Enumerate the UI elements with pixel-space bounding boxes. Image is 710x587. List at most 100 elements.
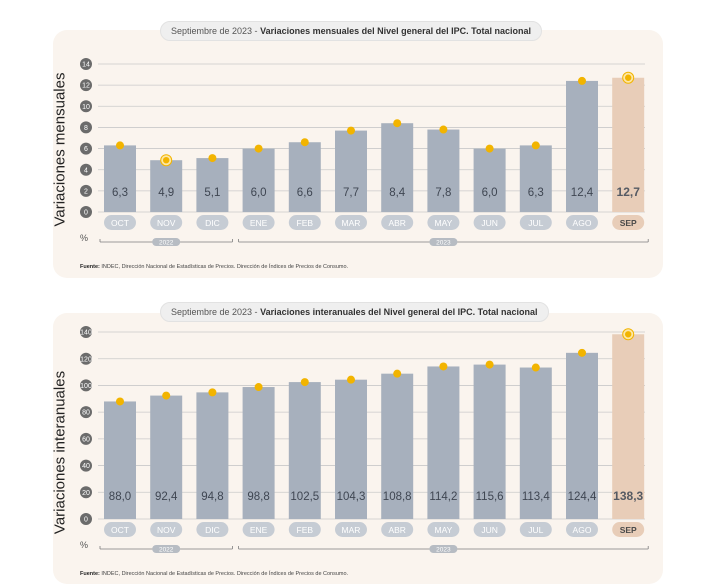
y-tick-label: 100	[80, 383, 92, 390]
category-label: NOV	[157, 218, 176, 228]
category-pill	[150, 522, 183, 537]
y-tick-label: 6	[84, 146, 88, 153]
y-tick-label: 10	[82, 104, 90, 111]
category-label: DIC	[205, 525, 220, 535]
y-tick-badge	[80, 121, 92, 134]
category-pill	[381, 522, 414, 537]
y-tick-badge	[80, 513, 92, 525]
bar-mar	[335, 130, 367, 212]
category-label: MAR	[342, 218, 361, 228]
y-tick-badge	[80, 326, 92, 338]
category-label: OCT	[111, 218, 129, 228]
bar-oct	[104, 401, 136, 519]
category-pill	[427, 522, 460, 537]
bar-ago	[566, 80, 598, 213]
category-pill	[473, 522, 506, 537]
value-label: 7,8	[435, 187, 451, 199]
value-label: 104,3	[337, 491, 366, 503]
marker-dot	[163, 157, 170, 164]
y-tick-label: 20	[82, 490, 90, 497]
y-tick-badge	[80, 486, 92, 499]
category-label: FEB	[297, 218, 314, 228]
category-label: ABR	[388, 218, 405, 228]
title-bold: Variaciones interanuales del Nivel gener…	[260, 307, 538, 317]
title-prefix: Septiembre de 2023 -	[171, 307, 261, 317]
y-tick-badge	[80, 432, 92, 445]
marker-dot	[116, 397, 124, 406]
value-label: 114,2	[429, 491, 457, 503]
year-label: 2022	[159, 546, 174, 553]
year-label: 2022	[159, 239, 174, 246]
bar-ene	[242, 148, 275, 212]
category-label: FEB	[297, 525, 314, 535]
category-label: AGO	[573, 218, 592, 228]
category-label: JUN	[481, 218, 498, 228]
category-pill	[519, 215, 552, 230]
unit-label: %	[80, 540, 88, 550]
category-pill	[566, 522, 598, 537]
y-tick-label: 60	[82, 436, 90, 443]
marker-dot	[208, 154, 217, 163]
marker-dot	[208, 388, 217, 397]
category-pill	[519, 522, 552, 537]
category-label: JUL	[528, 218, 543, 228]
source-text: INDEC, Dirección Nacional de Estadística…	[99, 264, 349, 270]
y-tick-label: 8	[84, 125, 88, 132]
category-label: MAY	[435, 218, 453, 228]
category-label: OCT	[111, 525, 129, 535]
y-tick-label: 14	[82, 62, 90, 69]
y-tick-label: 4	[84, 167, 88, 174]
bar-dic	[196, 392, 229, 519]
category-label: SEP	[620, 218, 637, 228]
marker-dot	[625, 331, 632, 338]
value-label: 12,4	[571, 187, 594, 199]
category-pill	[104, 522, 136, 537]
y-tick-badge	[80, 352, 92, 365]
category-pill	[335, 215, 367, 230]
bar-nov	[150, 160, 183, 212]
marker-dot	[347, 126, 355, 135]
bar-ago	[566, 352, 598, 519]
value-label: 94,8	[201, 491, 223, 503]
bar-feb	[288, 382, 321, 519]
title-bold: Variaciones mensuales del Nivel general …	[260, 26, 531, 36]
value-label: 115,6	[476, 491, 504, 503]
value-label: 92,4	[155, 491, 178, 503]
category-label: AGO	[573, 525, 592, 535]
value-label: 6,3	[112, 187, 128, 199]
category-pill	[196, 215, 229, 230]
chart-title-yearly: Septiembre de 2023 - Variaciones interan…	[160, 302, 549, 322]
category-label: NOV	[157, 525, 176, 535]
title-prefix: Septiembre de 2023 -	[171, 26, 261, 36]
bar-nov	[150, 395, 183, 519]
bar-jul	[519, 367, 552, 519]
marker-dot	[254, 144, 263, 153]
category-pill	[196, 522, 229, 537]
chart-title-monthly: Septiembre de 2023 - Variaciones mensual…	[160, 21, 542, 41]
y-tick-label: 0	[84, 517, 88, 524]
y-tick-badge	[80, 163, 92, 176]
bar-may	[427, 366, 460, 519]
bar-feb	[288, 142, 321, 212]
year-pill	[429, 545, 458, 553]
marker-dot	[439, 362, 448, 371]
category-pill	[242, 215, 275, 230]
category-label: JUL	[528, 525, 543, 535]
category-pill	[335, 522, 367, 537]
category-pill	[150, 215, 183, 230]
bar-dic	[196, 158, 229, 212]
category-pill	[612, 215, 645, 230]
value-label: 6,3	[528, 187, 544, 199]
category-pill	[288, 522, 321, 537]
year-label: 2023	[436, 546, 451, 553]
source-note-monthly: Fuente: INDEC, Dirección Nacional de Est…	[80, 264, 348, 270]
marker-dot	[439, 125, 448, 134]
y-tick-label: 2	[84, 188, 88, 195]
marker-dot	[162, 391, 171, 400]
year-pill	[152, 545, 181, 553]
y-tick-badge	[80, 206, 92, 218]
y-tick-label: 140	[80, 330, 92, 337]
marker-dot	[531, 141, 540, 150]
marker-dot	[485, 360, 494, 369]
